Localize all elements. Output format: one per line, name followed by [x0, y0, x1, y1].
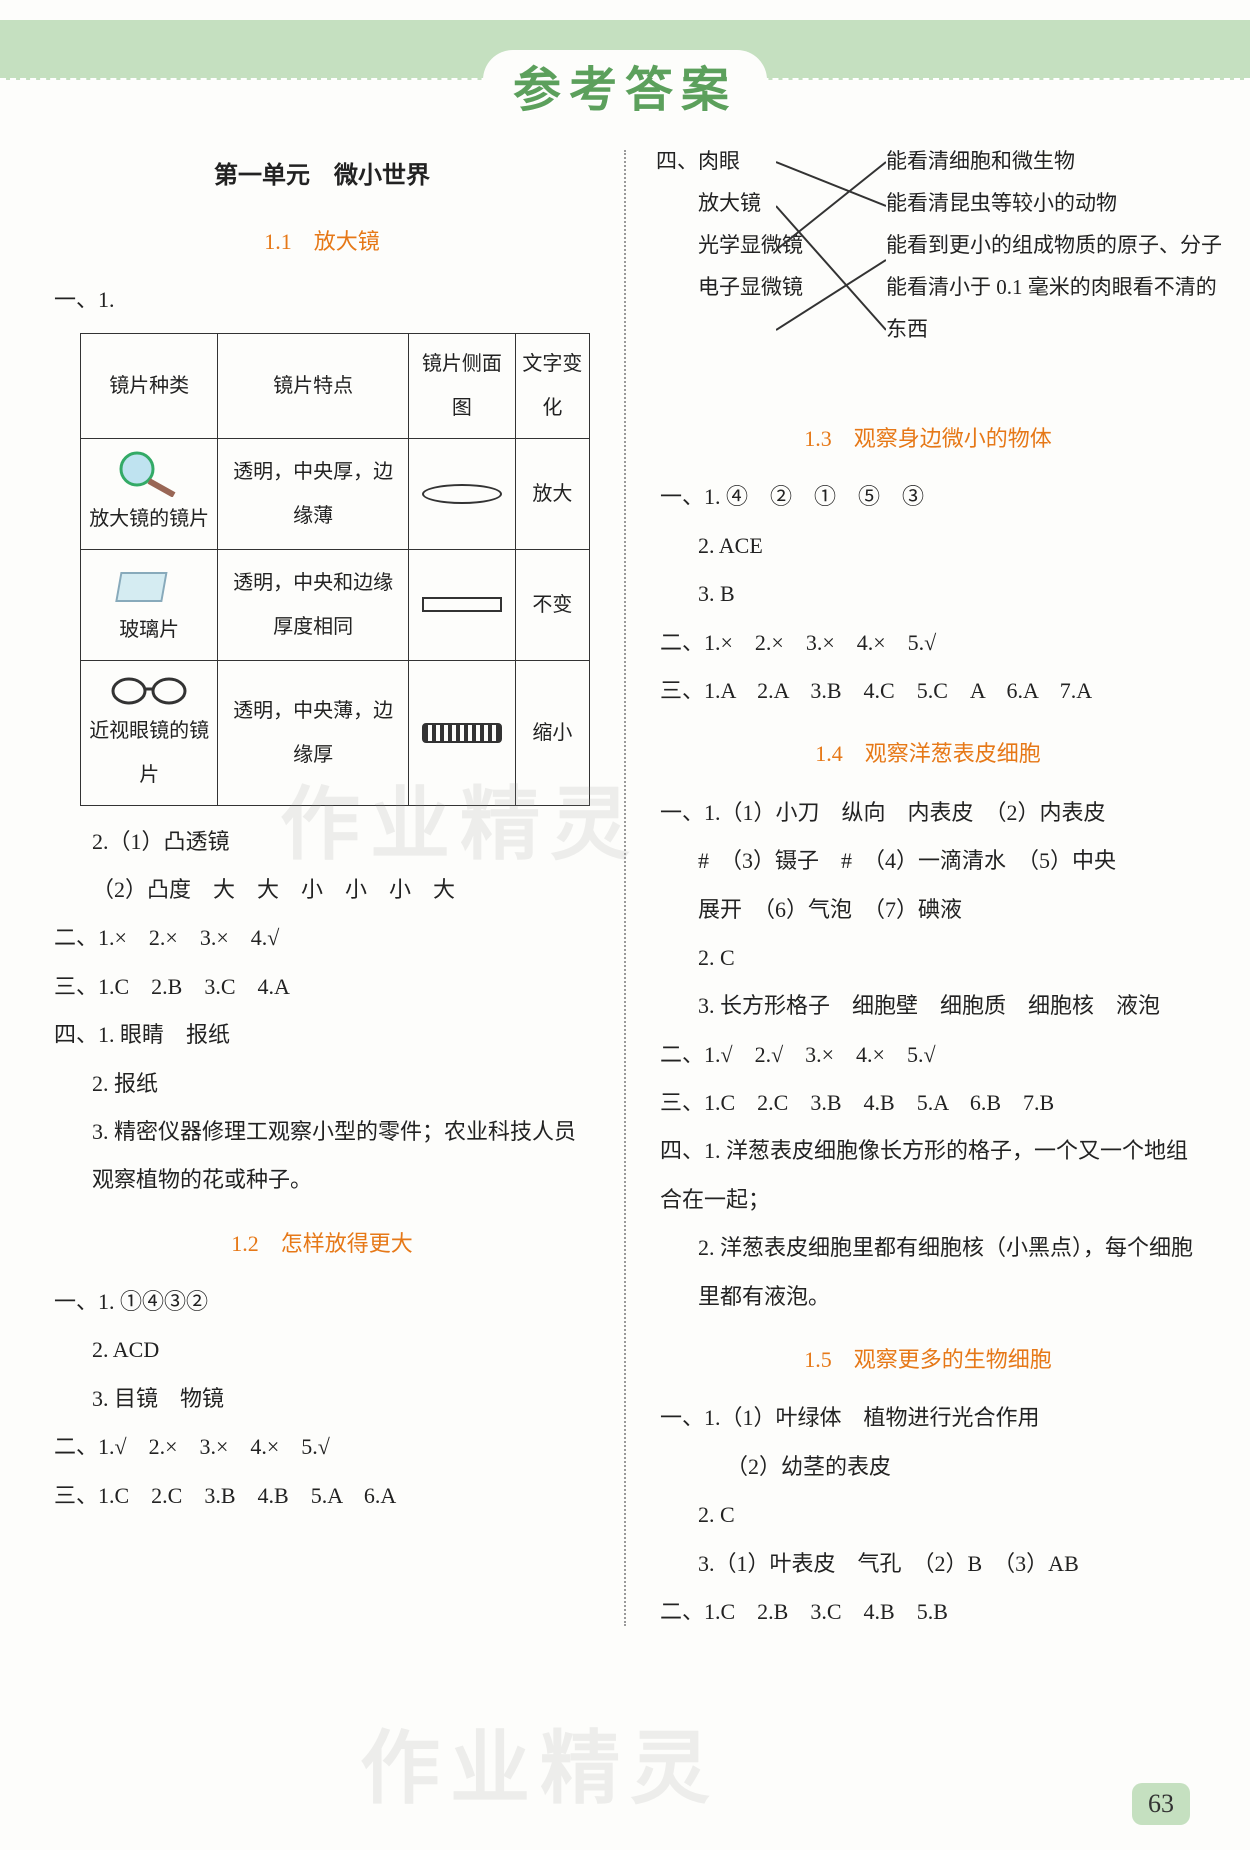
magnifier-icon	[87, 447, 211, 497]
answer-line: （2）凸度 大 大 小 小 小 大	[50, 866, 594, 914]
answer-line: 一、1.（1）叶绿体 植物进行光合作用	[656, 1394, 1200, 1442]
answer-line: 3. 精密仪器修理工观察小型的零件；农业科技人员观察植物的花或种子。	[50, 1108, 594, 1205]
answer-line: 二、1.C 2.B 3.C 4.B 5.B	[656, 1588, 1200, 1636]
match-right-list: 能看清细胞和微生物 能看清昆虫等较小的动物 能看到更小的组成物质的原子、分子 能…	[886, 140, 1226, 350]
lens-table: 镜片种类 镜片特点 镜片侧面图 文字变化 放大镜的镜片 透明，中央厚，边缘薄 放…	[80, 333, 590, 806]
cell: 缩小	[515, 660, 589, 805]
match-item: 能看清细胞和微生物	[886, 140, 1226, 182]
cell: 近视眼镜的镜片	[87, 709, 211, 797]
answer-line: 2. 报纸	[50, 1060, 594, 1108]
answer-line: 二、1.× 2.× 3.× 4.√	[50, 914, 594, 962]
answer-line: 2. C	[656, 934, 1200, 982]
title-banner: 参考答案	[50, 50, 1200, 120]
answer-line: 四、1. 洋葱表皮细胞像长方形的格子，一个又一个地组合在一起；	[656, 1127, 1200, 1224]
answer-line: 3.（1）叶表皮 气孔 （2）B （3）AB	[656, 1540, 1200, 1588]
table-row: 玻璃片 透明，中央和边缘厚度相同 不变	[81, 549, 590, 660]
answer-line: 2. ACE	[656, 522, 1200, 570]
answer-line: 展开 （6）气泡 （7）碘液	[656, 886, 1200, 934]
glasses-icon	[87, 669, 211, 709]
cell: 透明，中央和边缘厚度相同	[218, 549, 409, 660]
answer-line: 三、1.C 2.C 3.B 4.B 5.A 6.A	[50, 1472, 594, 1520]
answer-line: 三、1.C 2.B 3.C 4.A	[50, 963, 594, 1011]
rect-shape	[422, 597, 502, 612]
answer-line: 一、1.（1）小刀 纵向 内表皮 （2）内表皮	[656, 789, 1200, 837]
match-item: 能看清小于 0.1 毫米的肉眼看不清的东西	[886, 266, 1226, 350]
glass-icon	[87, 558, 211, 608]
answer-line: 一、1.	[50, 276, 594, 324]
section-title-15: 1.5 观察更多的生物细胞	[656, 1336, 1200, 1384]
concave-shape	[422, 723, 502, 743]
section-title-14: 1.4 观察洋葱表皮细胞	[656, 730, 1200, 778]
table-row: 近视眼镜的镜片 透明，中央薄，边缘厚 缩小	[81, 660, 590, 805]
match-item: 能看清昆虫等较小的动物	[886, 182, 1226, 224]
table-row: 放大镜的镜片 透明，中央厚，边缘薄 放大	[81, 438, 590, 549]
answer-line: 2. ACD	[50, 1326, 594, 1374]
cell: 玻璃片	[87, 608, 211, 652]
match-item: 能看到更小的组成物质的原子、分子	[886, 224, 1226, 266]
th: 镜片种类	[81, 333, 218, 438]
main-title: 参考答案	[483, 50, 767, 120]
answer-line: 二、1.× 2.× 3.× 4.× 5.√	[656, 619, 1200, 667]
answer-line: 2.（1）凸透镜	[50, 818, 594, 866]
answer-line: 3. 长方形格子 细胞壁 细胞质 细胞核 液泡	[656, 982, 1200, 1030]
th: 文字变化	[515, 333, 589, 438]
left-column: 第一单元 微小世界 1.1 放大镜 一、1. 镜片种类 镜片特点 镜片侧面图 文…	[50, 140, 594, 1636]
unit-title: 第一单元 微小世界	[50, 150, 594, 203]
content-columns: 第一单元 微小世界 1.1 放大镜 一、1. 镜片种类 镜片特点 镜片侧面图 文…	[50, 140, 1200, 1636]
answer-line: 二、1.√ 2.√ 3.× 4.× 5.√	[656, 1031, 1200, 1079]
matching-lines	[776, 150, 886, 380]
answer-line: 三、1.A 2.A 3.B 4.C 5.C A 6.A 7.A	[656, 667, 1200, 715]
cell: 不变	[515, 549, 589, 660]
right-column: 四、肉眼 放大镜 光学显微镜 电子显微镜 能看清细胞和微生物 能看清昆虫等较小的…	[656, 140, 1200, 1636]
answer-line: （2）幼茎的表皮	[656, 1443, 1200, 1491]
matching-diagram: 四、肉眼 放大镜 光学显微镜 电子显微镜 能看清细胞和微生物 能看清昆虫等较小的…	[656, 140, 1200, 400]
th: 镜片侧面图	[408, 333, 515, 438]
answer-line: 四、1. 眼睛 报纸	[50, 1011, 594, 1059]
section-title-11: 1.1 放大镜	[50, 218, 594, 266]
answer-line: # （3）镊子 # （4）一滴清水 （5）中央	[656, 837, 1200, 885]
cell: 放大	[515, 438, 589, 549]
cell: 放大镜的镜片	[87, 497, 211, 541]
th: 镜片特点	[218, 333, 409, 438]
answer-line: 二、1.√ 2.× 3.× 4.× 5.√	[50, 1423, 594, 1471]
section-title-12: 1.2 怎样放得更大	[50, 1220, 594, 1268]
answer-line: 2. 洋葱表皮细胞里都有细胞核（小黑点），每个细胞里都有液泡。	[656, 1224, 1200, 1321]
column-divider	[624, 150, 626, 1626]
section-title-13: 1.3 观察身边微小的物体	[656, 415, 1200, 463]
answer-line: 一、1. ④ ② ① ⑤ ③	[656, 473, 1200, 521]
answer-line: 3. B	[656, 570, 1200, 618]
answer-line: 一、1. ①④③②	[50, 1278, 594, 1326]
answer-line: 2. C	[656, 1491, 1200, 1539]
watermark: 作业精灵	[360, 1704, 720, 1820]
answer-line: 三、1.C 2.C 3.B 4.B 5.A 6.B 7.B	[656, 1079, 1200, 1127]
cell: 透明，中央薄，边缘厚	[218, 660, 409, 805]
cell: 透明，中央厚，边缘薄	[218, 438, 409, 549]
page-number: 63	[1132, 1783, 1190, 1825]
ellipse-shape	[422, 484, 502, 504]
answer-line: 3. 目镜 物镜	[50, 1375, 594, 1423]
